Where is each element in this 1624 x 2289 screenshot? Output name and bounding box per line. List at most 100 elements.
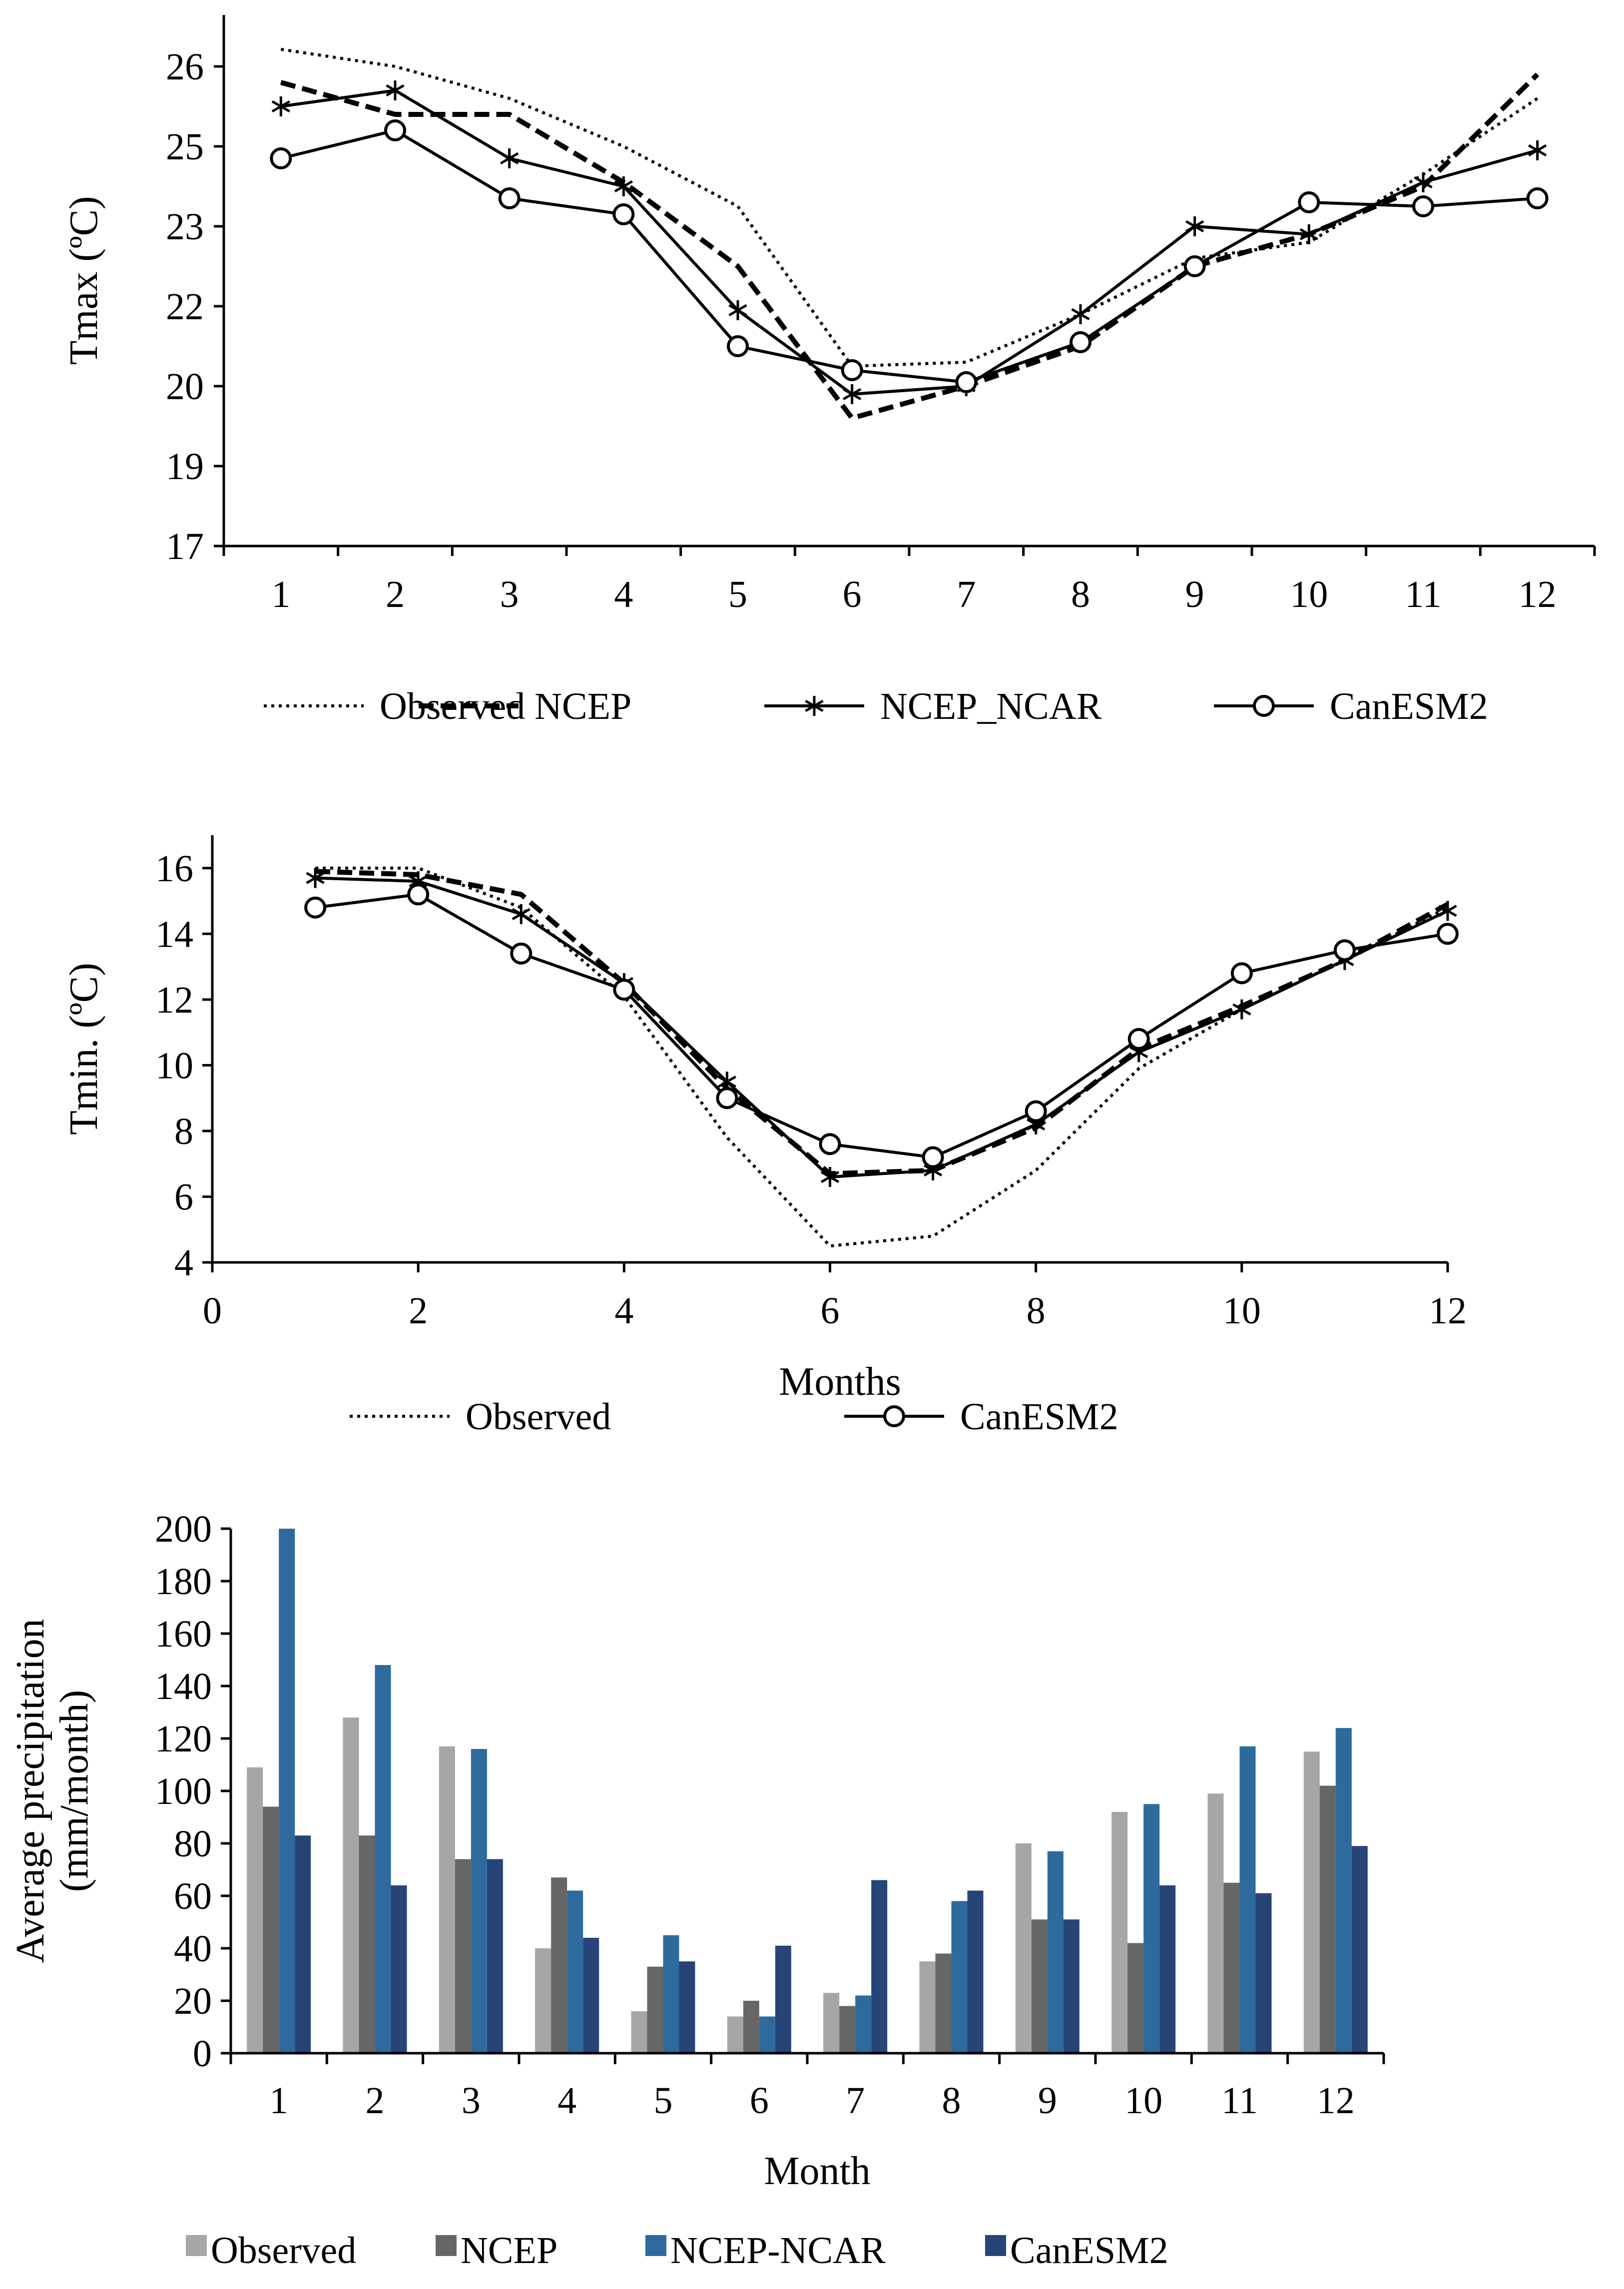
precip-bar — [855, 1995, 872, 2053]
precip-y-tick-label: 120 — [155, 1718, 212, 1760]
tmin-x-tick-label: 2 — [409, 1290, 428, 1332]
precip-x-tick-label: 10 — [1124, 2080, 1162, 2122]
precip-x-tick-label: 1 — [269, 2080, 288, 2122]
precip-bar — [359, 1835, 375, 2053]
precip-bar — [279, 1529, 295, 2053]
tmax-x-tick-label: 11 — [1405, 573, 1441, 615]
precip-bar — [935, 1953, 952, 2053]
precip-bar — [663, 1935, 679, 2053]
precip-bar — [1063, 1919, 1080, 2053]
precip-bar — [1335, 1728, 1352, 2053]
tmin-point — [613, 979, 635, 1001]
tmax-point — [727, 335, 749, 357]
precip-legend-swatch — [436, 2235, 457, 2256]
precip-bar — [471, 1749, 487, 2053]
precip-bar — [295, 1835, 311, 2053]
precip-bar — [1127, 1943, 1144, 2053]
precip-bar — [439, 1746, 455, 2053]
tmax-series-line — [280, 47, 1539, 368]
tmax-point — [1299, 224, 1318, 244]
precip-bar — [775, 1945, 791, 2053]
tmax-point — [841, 359, 863, 381]
tmin-x-tick-label: 8 — [1027, 1290, 1046, 1332]
tmin-y-axis-label: Tmin. (ºC) — [62, 963, 106, 1135]
precip-y-tick-label: 80 — [174, 1823, 212, 1865]
tmax-x-tick-label: 4 — [614, 573, 633, 615]
precip-bar — [919, 1961, 936, 2053]
tmin-x-tick-label: 10 — [1223, 1290, 1261, 1332]
tmax-y-axis-label: Tmax (ºC) — [62, 196, 106, 365]
tmax-legend-label: CanESM2 — [1330, 685, 1488, 727]
precip-bar — [1255, 1893, 1272, 2053]
precip-x-tick-label: 4 — [557, 2080, 576, 2122]
precip-legend-label: Observed — [211, 2230, 356, 2272]
tmin-point — [306, 868, 325, 888]
precip-bar — [1351, 1846, 1368, 2053]
precip-bar — [743, 2001, 759, 2053]
tmax-point — [1412, 195, 1434, 217]
precip-y-tick-label: 40 — [174, 1928, 212, 1970]
precip-y-tick-label: 140 — [155, 1666, 212, 1708]
tmax-point — [271, 96, 290, 116]
tmin-point — [1438, 901, 1457, 921]
tmax-point — [728, 300, 747, 320]
precip-bar — [951, 1901, 968, 2053]
tmin-x-tick-label: 4 — [614, 1290, 633, 1332]
tmin-series-line — [315, 869, 1449, 1176]
tmin-point — [922, 1146, 944, 1168]
precip-bar — [583, 1938, 599, 2053]
precip-x-tick-label: 3 — [462, 2080, 481, 2122]
tmin-x-tick-label: 0 — [203, 1290, 222, 1332]
precip-x-tick-label: 12 — [1317, 2080, 1355, 2122]
precip-bar — [1111, 1812, 1128, 2053]
precip-bar — [1303, 1751, 1320, 2053]
tmin-point — [1333, 939, 1356, 962]
tmax-x-tick-label: 2 — [386, 573, 405, 615]
tmax-point — [270, 147, 292, 169]
precip-x-tick-label: 8 — [942, 2080, 961, 2122]
precip-legend-swatch — [186, 2235, 207, 2256]
precip-y-axis-label: Average precipitation(mm/month) — [8, 1619, 96, 1963]
tmax-series-line — [280, 88, 1538, 396]
tmax-point — [386, 80, 405, 100]
precip-bar — [1239, 1746, 1256, 2053]
tmax-x-tick-label: 3 — [500, 573, 519, 615]
tmin-point — [510, 942, 533, 965]
tmax-y-tick-label: 23 — [166, 206, 204, 248]
tmin-y-tick-label: 16 — [155, 848, 193, 890]
precip-legend-swatch — [645, 2235, 666, 2256]
precip-bar — [1159, 1885, 1176, 2053]
precip-bar — [871, 1880, 888, 2053]
precip-legend-label: NCEP-NCAR — [670, 2230, 886, 2272]
precip-bar — [759, 2016, 775, 2053]
precip-x-tick-label: 7 — [846, 2080, 865, 2122]
tmax-point — [1414, 172, 1433, 192]
tmax-point — [1185, 216, 1204, 236]
tmax-x-tick-label: 7 — [957, 573, 976, 615]
precip-x-tick-label: 5 — [654, 2080, 673, 2122]
precip-bar — [1143, 1804, 1160, 2053]
tmin-y-tick-label: 4 — [174, 1242, 193, 1284]
tmin-legend-label: CanESM2 — [960, 1396, 1118, 1438]
precip-x-tick-label: 6 — [750, 2080, 769, 2122]
precip-y-tick-label: 60 — [174, 1875, 212, 1917]
tmax-y-tick-label: 26 — [166, 46, 204, 88]
tmin-y-tick-label: 10 — [155, 1045, 193, 1087]
precip-y-tick-label: 0 — [193, 2033, 212, 2075]
tmax-legend-label: NCEP_NCAR — [880, 685, 1102, 727]
tmax-x-tick-label: 1 — [271, 573, 290, 615]
tmax-y-tick-label: 19 — [166, 446, 204, 488]
tmin-point — [1437, 923, 1459, 945]
tmin-point — [304, 896, 327, 919]
tmin-point — [820, 1167, 840, 1187]
precip-legend-label: NCEP — [461, 2230, 557, 2272]
tmax-point — [1526, 187, 1549, 209]
tmin-point — [1025, 1100, 1047, 1123]
tmin-y-tick-label: 6 — [174, 1176, 193, 1218]
tmax-y-tick-label: 25 — [166, 126, 204, 168]
precip-bar — [679, 1961, 695, 2053]
tmax-legend-marker — [805, 696, 824, 716]
precip-bar — [487, 1859, 503, 2053]
tmax-x-tick-label: 6 — [843, 573, 862, 615]
